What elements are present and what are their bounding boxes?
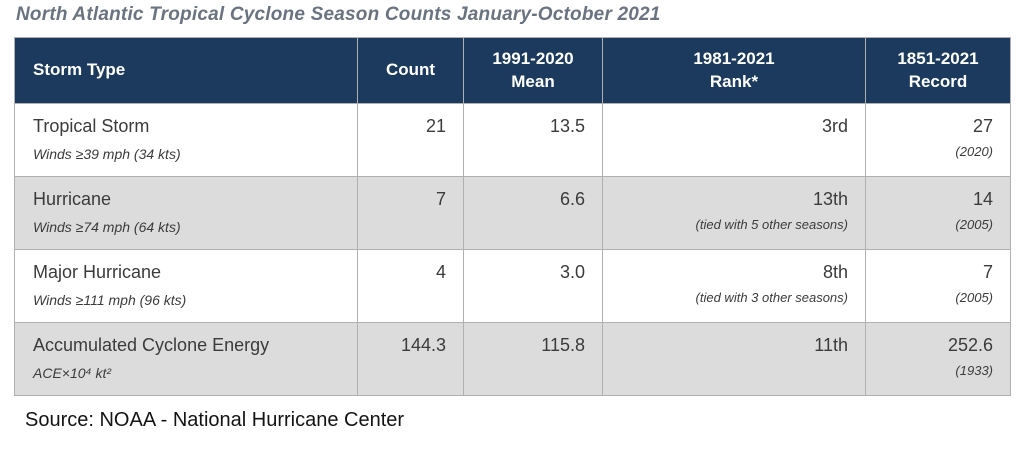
rank-cell: 3rd	[602, 103, 866, 177]
record-value: 14	[972, 189, 993, 209]
record-cell: 14 (2005)	[865, 176, 1011, 250]
mean-value: 3.0	[559, 262, 585, 282]
record-value: 27	[972, 116, 993, 136]
rank-note: (tied with 3 other seasons)	[695, 290, 848, 305]
record-note: (1933)	[955, 363, 993, 378]
column-header-record: 1851-2021 Record	[865, 37, 1011, 104]
mean-value: 13.5	[549, 116, 585, 136]
column-header-record-line1: 1851-2021	[897, 48, 979, 68]
storm-subtitle: ACE×10⁴ kt²	[33, 365, 112, 381]
column-header-mean-line2: Mean	[511, 71, 555, 91]
header-row: Storm Type Count 1991-2020 Mean 1981-202…	[14, 37, 1011, 104]
record-value: 7	[982, 262, 993, 282]
rank-note: (tied with 5 other seasons)	[695, 217, 848, 232]
count-value: 21	[425, 116, 446, 136]
column-header-record-line2: Record	[908, 71, 968, 91]
record-value: 252.6	[947, 335, 993, 355]
record-note: (2005)	[955, 217, 993, 232]
column-header-mean-line1: 1991-2020	[492, 48, 574, 68]
mean-cell: 13.5	[463, 103, 603, 177]
storm-name: Accumulated Cyclone Energy	[33, 335, 270, 355]
rank-value: 11th	[814, 335, 848, 355]
count-value: 144.3	[400, 335, 446, 355]
storm-subtitle: Winds ≥39 mph (34 kts)	[33, 146, 181, 162]
rank-cell: 8th (tied with 3 other seasons)	[602, 249, 866, 323]
cyclone-season-table: Storm Type Count 1991-2020 Mean 1981-202…	[14, 37, 1011, 396]
table-row-tropical-storm: Tropical Storm Winds ≥39 mph (34 kts) 21…	[14, 103, 1011, 177]
storm-subtitle: Winds ≥111 mph (96 kts)	[33, 292, 187, 308]
count-value: 4	[435, 262, 446, 282]
storm-subtitle: Winds ≥74 mph (64 kts)	[33, 219, 181, 235]
count-value: 7	[435, 189, 446, 209]
rank-value: 13th	[812, 189, 848, 209]
table-row-major-hurricane: Major Hurricane Winds ≥111 mph (96 kts) …	[14, 249, 1011, 323]
record-note: (2005)	[955, 290, 993, 305]
rank-value: 3rd	[821, 116, 848, 136]
column-header-rank: 1981-2021 Rank*	[602, 37, 866, 104]
column-header-count: Count	[357, 37, 464, 104]
mean-cell: 6.6	[463, 176, 603, 250]
storm-name: Major Hurricane	[33, 262, 162, 282]
storm-type-cell: Hurricane Winds ≥74 mph (64 kts)	[14, 176, 358, 250]
table-row-hurricane: Hurricane Winds ≥74 mph (64 kts) 7 6.6 1…	[14, 176, 1011, 250]
rank-value: 8th	[822, 262, 848, 282]
column-header-rank-line2: Rank*	[709, 71, 759, 91]
source-attribution: Source: NOAA - National Hurricane Center	[25, 409, 405, 431]
mean-cell: 3.0	[463, 249, 603, 323]
column-header-mean: 1991-2020 Mean	[463, 37, 603, 104]
record-note: (2020)	[955, 144, 993, 159]
page-title: North Atlantic Tropical Cyclone Season C…	[16, 4, 661, 25]
mean-cell: 115.8	[463, 322, 603, 396]
column-header-storm-type: Storm Type	[14, 37, 358, 104]
count-cell: 4	[357, 249, 464, 323]
storm-name: Hurricane	[33, 189, 112, 209]
count-cell: 21	[357, 103, 464, 177]
rank-cell: 13th (tied with 5 other seasons)	[602, 176, 866, 250]
storm-type-cell: Major Hurricane Winds ≥111 mph (96 kts)	[14, 249, 358, 323]
storm-type-cell: Accumulated Cyclone Energy ACE×10⁴ kt²	[14, 322, 358, 396]
table-row-accumulated-cyclone-energy: Accumulated Cyclone Energy ACE×10⁴ kt² 1…	[14, 322, 1011, 396]
mean-value: 6.6	[559, 189, 585, 209]
storm-name: Tropical Storm	[33, 116, 150, 136]
count-cell: 7	[357, 176, 464, 250]
column-header-rank-line1: 1981-2021	[693, 48, 775, 68]
storm-type-cell: Tropical Storm Winds ≥39 mph (34 kts)	[14, 103, 358, 177]
count-cell: 144.3	[357, 322, 464, 396]
record-cell: 252.6 (1933)	[865, 322, 1011, 396]
record-cell: 7 (2005)	[865, 249, 1011, 323]
rank-cell: 11th	[602, 322, 866, 396]
table-header: Storm Type Count 1991-2020 Mean 1981-202…	[14, 37, 1011, 104]
table-body: Tropical Storm Winds ≥39 mph (34 kts) 21…	[14, 103, 1011, 396]
record-cell: 27 (2020)	[865, 103, 1011, 177]
mean-value: 115.8	[541, 335, 585, 355]
